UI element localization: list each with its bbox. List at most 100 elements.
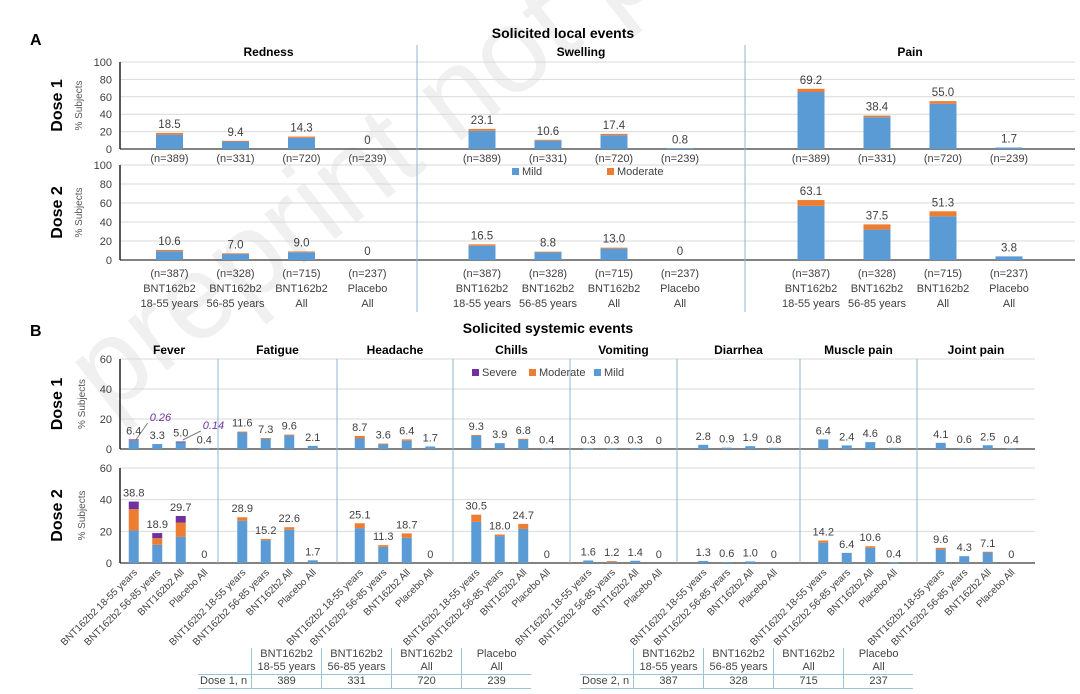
table-cell: 387 bbox=[633, 674, 704, 689]
bar-segment-moderate bbox=[284, 434, 295, 436]
bar-segment-mild bbox=[471, 435, 482, 449]
bar-segment-mild bbox=[175, 536, 186, 563]
bar-segment-mild bbox=[698, 444, 709, 449]
bar-segment-mild bbox=[768, 447, 779, 449]
n-label: (n=387) bbox=[150, 268, 188, 280]
bar-segment-moderate bbox=[471, 435, 482, 436]
n-label: (n=239) bbox=[348, 153, 386, 165]
bar-segment-mild bbox=[959, 556, 970, 563]
bar-segment-mild bbox=[199, 448, 210, 450]
data-label: 3.9 bbox=[492, 429, 507, 441]
bar-segment-moderate bbox=[156, 132, 183, 135]
y-tick-label: 0 bbox=[106, 558, 112, 570]
bar-segment-moderate bbox=[284, 527, 295, 530]
data-label: 4.1 bbox=[933, 429, 948, 441]
category-label: BNT162b2 bbox=[522, 283, 575, 295]
data-label: 6.4 bbox=[399, 425, 414, 437]
table-header: BNT162b2 18-55 years bbox=[251, 648, 322, 675]
bar-segment-moderate bbox=[468, 128, 496, 131]
bar-segment-mild bbox=[929, 103, 957, 149]
bar-segment-moderate bbox=[288, 251, 315, 253]
bar-segment-moderate bbox=[288, 136, 315, 138]
category-label: All bbox=[295, 298, 307, 310]
data-label: 22.6 bbox=[279, 513, 300, 525]
bar-segment-mild bbox=[237, 520, 248, 563]
bar-segment-moderate bbox=[982, 551, 993, 553]
group-title: Fever bbox=[153, 343, 185, 357]
data-label: 0 bbox=[771, 549, 777, 561]
dose-row-label: Dose 1 bbox=[49, 79, 66, 132]
group-title: Vomiting bbox=[598, 343, 648, 357]
data-label: 9.6 bbox=[933, 534, 948, 546]
data-label: 3.3 bbox=[150, 430, 165, 442]
category-label: BNT162b2 bbox=[588, 283, 641, 295]
bar-segment-mild bbox=[401, 537, 412, 563]
header-line: BNT162b2 bbox=[330, 648, 383, 660]
bar-segment-mild bbox=[494, 443, 505, 449]
bar-segment-moderate bbox=[152, 538, 163, 545]
y-axis-label: % Subjects bbox=[77, 490, 88, 540]
bar-segment-mild bbox=[600, 135, 628, 149]
bar-segment-severe bbox=[128, 439, 139, 441]
bar-segment-mild bbox=[222, 253, 249, 260]
category-label: 56-85 years bbox=[519, 298, 578, 310]
bar-segment-moderate bbox=[260, 438, 271, 439]
bar-segment-moderate bbox=[354, 435, 365, 439]
data-label: 10.6 bbox=[158, 236, 180, 248]
y-tick-label: 80 bbox=[100, 74, 112, 86]
y-tick-label: 20 bbox=[100, 414, 112, 426]
y-tick-label: 20 bbox=[100, 526, 112, 538]
bar-segment-mild bbox=[745, 446, 756, 449]
bar-segment-moderate bbox=[175, 522, 186, 537]
legend-label: Moderate bbox=[617, 166, 663, 178]
category-label: Placebo bbox=[660, 283, 700, 295]
data-label: 51.3 bbox=[932, 197, 954, 209]
data-label: 1.7 bbox=[423, 432, 438, 444]
bar-segment-moderate bbox=[222, 253, 249, 255]
bar-segment-mild bbox=[797, 92, 825, 149]
data-label: 7.0 bbox=[228, 239, 244, 251]
group-title: Joint pain bbox=[948, 343, 1005, 357]
y-tick-label: 60 bbox=[100, 92, 112, 104]
bar-segment-mild bbox=[284, 529, 295, 563]
severe-annotation: 0.26 bbox=[150, 412, 172, 424]
bar-segment-moderate bbox=[378, 545, 389, 547]
data-label: 38.8 bbox=[123, 488, 144, 500]
y-tick-label: 0 bbox=[106, 444, 112, 456]
data-label: 7.1 bbox=[980, 538, 995, 550]
bar-segment-mild bbox=[865, 547, 876, 563]
n-label: (n=387) bbox=[463, 268, 501, 280]
bar-segment-moderate bbox=[354, 523, 365, 529]
bar-segment-mild bbox=[354, 438, 365, 449]
bar-segment-mild bbox=[995, 256, 1023, 260]
n-label: (n=331) bbox=[858, 153, 896, 165]
bar-segment-moderate bbox=[863, 115, 891, 118]
data-label: 1.6 bbox=[581, 546, 596, 558]
data-label: 0 bbox=[677, 246, 683, 258]
data-label: 1.9 bbox=[743, 432, 758, 444]
bar-segment-mild bbox=[237, 432, 248, 449]
bar-segment-moderate bbox=[222, 140, 249, 142]
y-tick-label: 40 bbox=[100, 495, 112, 507]
data-label: 0.4 bbox=[539, 434, 554, 446]
y-axis-label: % Subjects bbox=[77, 379, 88, 429]
header-line: All bbox=[420, 661, 433, 673]
bar-segment-mild bbox=[606, 448, 617, 450]
data-label: 8.7 bbox=[352, 422, 367, 434]
panel-label: A bbox=[30, 32, 42, 49]
bar-segment-moderate bbox=[128, 509, 139, 531]
data-label: 1.4 bbox=[628, 547, 643, 559]
bar-segment-mild bbox=[471, 521, 482, 563]
bar-segment-mild bbox=[841, 445, 852, 449]
y-tick-label: 20 bbox=[100, 236, 112, 248]
table-cell: 715 bbox=[773, 674, 844, 689]
bar-segment-mild bbox=[260, 540, 271, 563]
bar-segment-moderate bbox=[600, 247, 628, 249]
bar-segment-mild bbox=[959, 448, 970, 449]
annotation-leader-line bbox=[182, 430, 201, 441]
dose2-n-table: BNT162b2 18-55 years BNT162b2 56-85 years … bbox=[580, 648, 914, 689]
bar-segment-mild bbox=[401, 440, 412, 449]
bar-segment-mild bbox=[982, 552, 993, 563]
data-label: 38.4 bbox=[866, 102, 889, 114]
